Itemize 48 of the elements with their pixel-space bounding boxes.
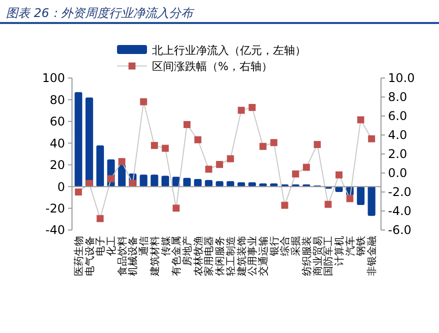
x-tick-label: 家用电器 — [203, 236, 216, 276]
y2-tick-label: 6.0 — [388, 109, 408, 124]
y2-tick-label: 4.0 — [388, 128, 408, 142]
x-tick-label: 传媒 — [160, 236, 172, 256]
y-tick-label: 0 — [57, 180, 65, 194]
x-tick-label: 食品饮料 — [116, 236, 128, 276]
y-tick-label: 60 — [50, 114, 65, 129]
x-tick-label: 电子 — [94, 236, 107, 256]
y-tick-label: 100 — [42, 71, 65, 86]
x-tick-label: 机械设备 — [127, 236, 140, 276]
x-tick-label: 建筑材料 — [148, 236, 161, 277]
x-tick-label: 有色金属 — [170, 236, 183, 276]
x-tick-label: 非银金融 — [366, 236, 378, 276]
x-tick-label: 休闲服务 — [214, 236, 226, 276]
x-tick-label: 银行 — [269, 236, 280, 257]
y2-tick-label: 8.0 — [388, 90, 408, 104]
x-tick-label: 商业贸易 — [312, 236, 324, 276]
x-tick-label: 农林牧渔 — [192, 236, 204, 276]
x-tick-label: 化工 — [106, 236, 118, 256]
y-tick-label: 20 — [50, 158, 65, 172]
x-tick-label: 交通运输 — [258, 236, 270, 276]
x-tick-label: 纺织服装 — [300, 236, 313, 276]
y2-tick-label: 10.0 — [388, 71, 415, 86]
x-tick-label: 轻工制造 — [224, 236, 237, 276]
legend-label: 北上行业净流入（亿元，左轴） — [152, 44, 306, 57]
y2-tick-label: 2.0 — [388, 147, 408, 162]
x-tick-label: 电气设备 — [84, 236, 96, 276]
y-tick-label: 40 — [50, 136, 65, 150]
x-tick-label: 公用事业 — [246, 236, 259, 276]
y2-tick-label: -4.0 — [388, 204, 412, 218]
x-tick-label: 建筑装饰 — [236, 236, 248, 277]
y2-tick-label: -2.0 — [388, 185, 412, 200]
x-tick-label: 钢铁 — [355, 236, 368, 257]
x-tick-label: 通信 — [138, 236, 150, 256]
y2-tick-label: 0.0 — [388, 166, 408, 180]
x-tick-label: 计算机 — [334, 236, 346, 266]
y-tick-label: -40 — [45, 223, 65, 238]
y-tick-label: -20 — [45, 201, 65, 216]
x-tick-label: 采掘 — [290, 236, 302, 256]
x-tick-label: 医药生物 — [72, 236, 85, 276]
x-tick-label: 房地产 — [182, 236, 194, 266]
x-tick-label: 国防军工 — [322, 236, 335, 276]
legend-label: 区间涨跌幅（%，右轴） — [152, 60, 272, 73]
y-tick-label: 80 — [50, 92, 65, 107]
x-tick-label: 综合 — [279, 236, 292, 256]
x-tick-label: 汽车 — [344, 236, 356, 256]
chart-title: 图表 26：外资周度行业净流入分布 — [6, 6, 196, 20]
y2-tick-label: -6.0 — [388, 223, 412, 238]
